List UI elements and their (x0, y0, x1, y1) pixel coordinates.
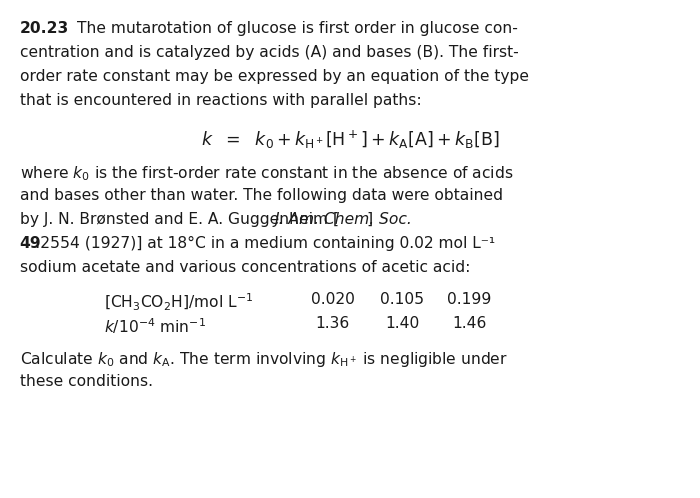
Text: order rate constant may be expressed by an equation of the type: order rate constant may be expressed by … (20, 69, 528, 84)
Text: sodium acetate and various concentrations of acetic acid:: sodium acetate and various concentration… (20, 260, 470, 275)
Text: Calculate $k_0$ and $k_{\mathrm{A}}$. The term involving $k_{\mathrm{H}^+}$ is n: Calculate $k_0$ and $k_{\mathrm{A}}$. Th… (20, 350, 508, 369)
Text: J. Am. Chem. Soc.: J. Am. Chem. Soc. (274, 212, 412, 227)
Text: 1.46: 1.46 (452, 316, 486, 331)
Text: 1.40: 1.40 (386, 316, 419, 331)
Text: where $k_0$ is the first-order rate constant in the absence of acids: where $k_0$ is the first-order rate cons… (20, 164, 513, 183)
Text: :2554 (1927)] at 18°C in a medium containing 0.02 mol L⁻¹: :2554 (1927)] at 18°C in a medium contai… (35, 236, 495, 251)
Text: these conditions.: these conditions. (20, 374, 153, 388)
Text: $k\ \ =\ \ k_0 + k_{\mathrm{H}^+}[\mathrm{H}^+] + k_{\mathrm{A}}[\mathrm{A}] + k: $k\ \ =\ \ k_0 + k_{\mathrm{H}^+}[\mathr… (201, 128, 499, 151)
Text: ]: ] (366, 212, 372, 227)
Text: 1.36: 1.36 (316, 316, 349, 331)
Text: and bases other than water. The following data were obtained: and bases other than water. The followin… (20, 188, 503, 203)
Text: by J. N. Brønsted and E. A. Guggenheim [: by J. N. Brønsted and E. A. Guggenheim [ (20, 212, 339, 227)
Text: 0.199: 0.199 (447, 292, 491, 307)
Text: 0.020: 0.020 (311, 292, 354, 307)
Text: 49: 49 (20, 236, 41, 251)
Text: centration and is catalyzed by acids (A) and bases (B). The first-: centration and is catalyzed by acids (A)… (20, 45, 518, 60)
Text: that is encountered in reactions with parallel paths:: that is encountered in reactions with pa… (20, 93, 421, 108)
Text: The mutarotation of glucose is first order in glucose con-: The mutarotation of glucose is first ord… (77, 21, 518, 36)
Text: $k/10^{-4}\ \mathrm{min^{-1}}$: $k/10^{-4}\ \mathrm{min^{-1}}$ (104, 316, 206, 336)
Text: $[\mathrm{CH_3CO_2H}]/\mathrm{mol\ L^{-1}}$: $[\mathrm{CH_3CO_2H}]/\mathrm{mol\ L^{-1… (104, 292, 253, 313)
Text: 20.23: 20.23 (20, 21, 69, 36)
Text: 0.105: 0.105 (380, 292, 425, 307)
